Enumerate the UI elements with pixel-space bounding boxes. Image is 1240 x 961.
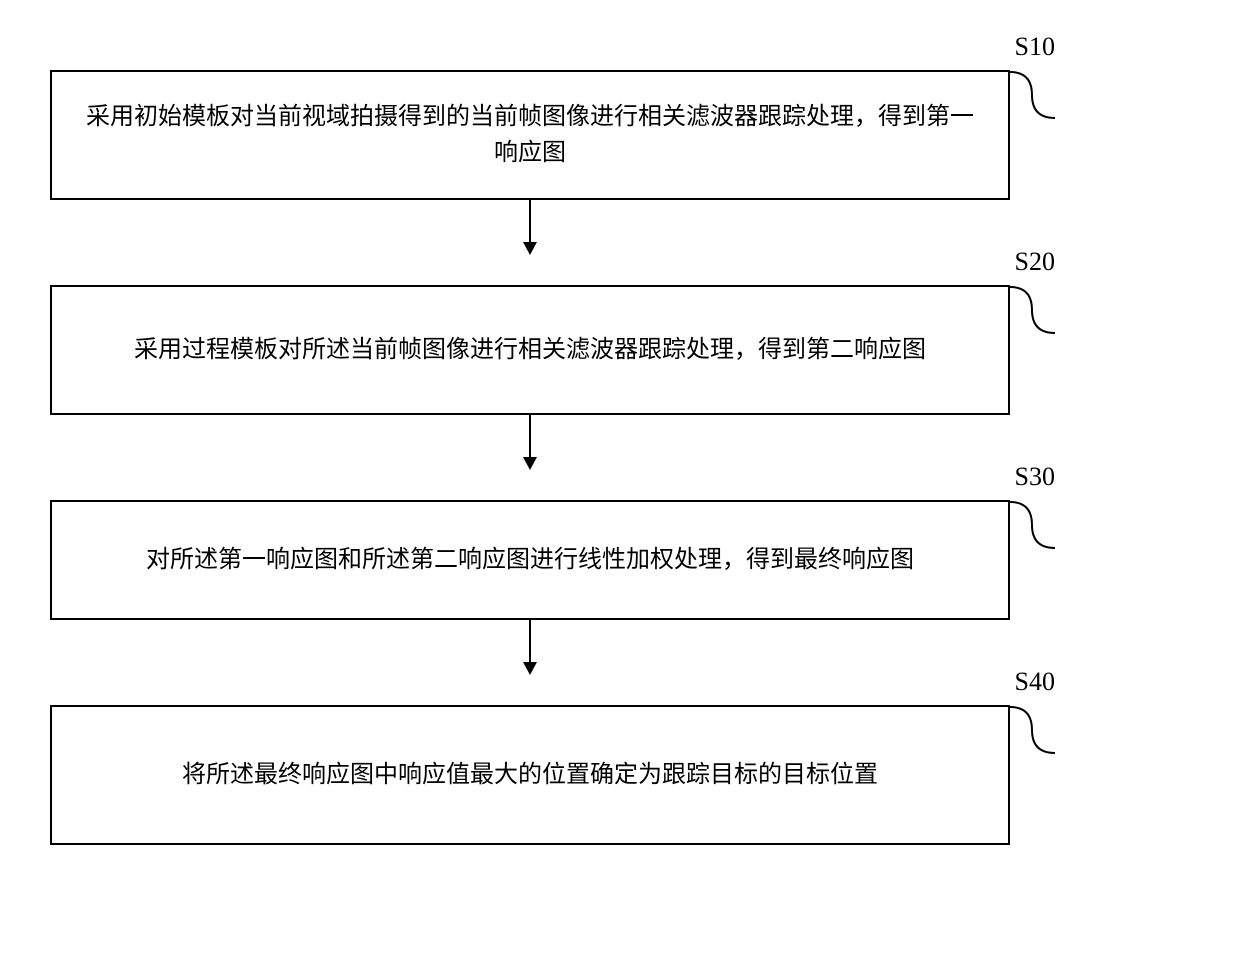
bracket-s30 <box>1010 500 1055 550</box>
flowchart-container: 采用初始模板对当前视域拍摄得到的当前帧图像进行相关滤波器跟踪处理，得到第一响应图… <box>30 40 1210 845</box>
step-box-s40: 将所述最终响应图中响应值最大的位置确定为跟踪目标的目标位置 <box>50 705 1010 845</box>
step-label-s10: S10 <box>1015 32 1055 62</box>
step-container-s40: 将所述最终响应图中响应值最大的位置确定为跟踪目标的目标位置 S40 <box>30 675 1210 845</box>
step-box-s10: 采用初始模板对当前视域拍摄得到的当前帧图像进行相关滤波器跟踪处理，得到第一响应图 <box>50 70 1010 200</box>
bracket-s40 <box>1010 705 1055 755</box>
step-container-s10: 采用初始模板对当前视域拍摄得到的当前帧图像进行相关滤波器跟踪处理，得到第一响应图… <box>30 40 1210 200</box>
step-container-s30: 对所述第一响应图和所述第二响应图进行线性加权处理，得到最终响应图 S30 <box>30 470 1210 620</box>
step-label-s20: S20 <box>1015 247 1055 277</box>
step-box-s20: 采用过程模板对所述当前帧图像进行相关滤波器跟踪处理，得到第二响应图 <box>50 285 1010 415</box>
step-text-s40: 将所述最终响应图中响应值最大的位置确定为跟踪目标的目标位置 <box>182 757 878 793</box>
step-label-s30: S30 <box>1015 462 1055 492</box>
bracket-s10 <box>1010 70 1055 120</box>
step-box-s30: 对所述第一响应图和所述第二响应图进行线性加权处理，得到最终响应图 <box>50 500 1010 620</box>
step-text-s20: 采用过程模板对所述当前帧图像进行相关滤波器跟踪处理，得到第二响应图 <box>134 332 926 368</box>
bracket-s20 <box>1010 285 1055 335</box>
step-container-s20: 采用过程模板对所述当前帧图像进行相关滤波器跟踪处理，得到第二响应图 S20 <box>30 255 1210 415</box>
step-text-s10: 采用初始模板对当前视域拍摄得到的当前帧图像进行相关滤波器跟踪处理，得到第一响应图 <box>82 99 978 171</box>
step-text-s30: 对所述第一响应图和所述第二响应图进行线性加权处理，得到最终响应图 <box>146 542 914 578</box>
step-label-s40: S40 <box>1015 667 1055 697</box>
